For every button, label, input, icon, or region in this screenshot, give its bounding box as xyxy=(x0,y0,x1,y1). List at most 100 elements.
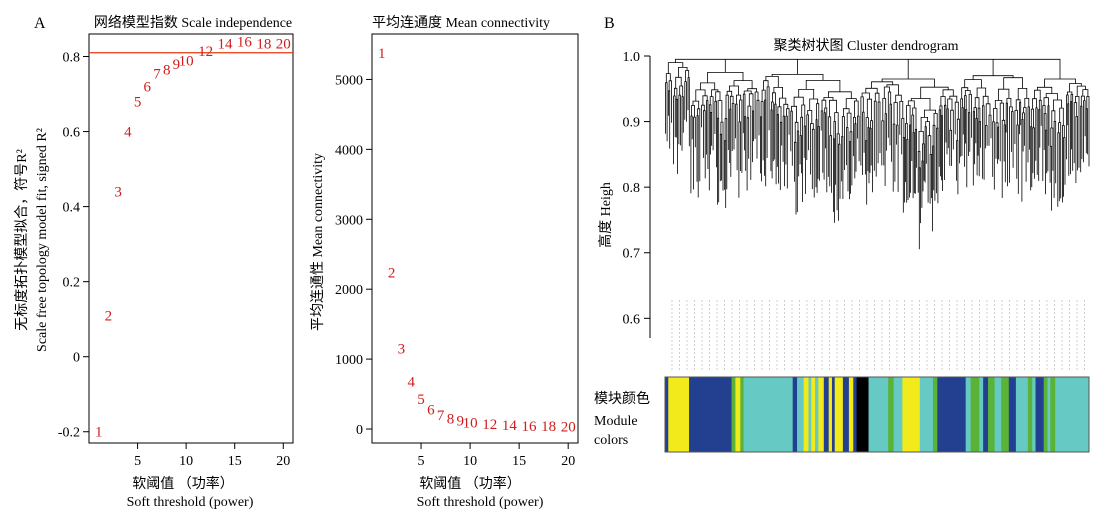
module-segment-turquoise xyxy=(868,377,889,452)
y-tick-label-left: 0 xyxy=(73,351,80,366)
dendro-y-ticks: 0.6 0.7 0.8 0.9 1.0 xyxy=(623,50,650,327)
module-segment-turquoise xyxy=(1047,377,1051,452)
point-label-left: 1 xyxy=(95,425,103,441)
x-tick-label-right: 10 xyxy=(463,454,477,469)
dendro-branches xyxy=(675,58,1090,211)
y-tick-label-right: 0 xyxy=(356,423,363,438)
plot-frame-left xyxy=(88,33,294,444)
point-label-right: 5 xyxy=(417,392,425,408)
x-tick-label-left: 15 xyxy=(228,454,242,469)
point-label-left: 20 xyxy=(276,36,291,52)
dendro-y-tick-label: 0.6 xyxy=(623,312,641,327)
y-tick-label-left: 0.8 xyxy=(63,51,81,66)
module-segment-blue xyxy=(853,377,857,452)
module-segment-blue xyxy=(983,377,989,452)
chart-title-mean-connectivity: 平均连通度 Mean connectivity xyxy=(372,15,550,31)
x-tick-label-left: 10 xyxy=(179,454,193,469)
x-axis-label-en-left: Soft threshold (power) xyxy=(127,495,254,510)
module-segment-blue xyxy=(665,377,669,452)
module-segment-turquoise xyxy=(797,377,805,452)
point-label-right: 9 xyxy=(457,414,465,430)
module-segment-black xyxy=(856,377,869,452)
module-segment-turquoise xyxy=(1032,377,1036,452)
point-label-right: 3 xyxy=(398,342,406,358)
module-segment-blue xyxy=(831,377,836,452)
module-segment-blue xyxy=(1008,377,1017,452)
point-label-right: 2 xyxy=(388,265,396,281)
module-segment-green xyxy=(932,377,938,452)
module-segment-blue xyxy=(792,377,798,452)
dendrogram-title: 聚类树状图 Cluster dendrogram xyxy=(773,38,958,54)
point-label-left: 4 xyxy=(124,125,132,141)
module-segment-yellow xyxy=(735,377,741,452)
module-segment-yellow xyxy=(668,377,690,452)
y-axis-ticks-left: -0.2 0 0.2 0.4 0.6 0.8 xyxy=(58,51,89,441)
module-segment-green xyxy=(970,377,980,452)
point-label-left: 7 xyxy=(153,66,161,82)
dendro-y-label: 高度 Heigh xyxy=(597,182,614,248)
y-tick-label-left: 0.2 xyxy=(63,276,81,291)
module-segment-yellow xyxy=(834,377,844,452)
x-tick-label-left: 20 xyxy=(276,454,290,469)
module-segment-turquoise xyxy=(919,377,934,452)
module-segment-blue xyxy=(937,377,967,452)
point-label-left: 8 xyxy=(163,63,171,79)
module-segment-green xyxy=(1001,377,1010,452)
module-segment-yellow xyxy=(902,377,921,452)
x-axis-ticks-right: 5 10 15 20 xyxy=(418,443,575,469)
x-axis-label-cn-left: 软阈值 （功率） xyxy=(132,475,234,492)
dendrogram-tree xyxy=(665,58,1090,250)
y-tick-label-left: 0.6 xyxy=(63,126,81,141)
x-tick-label-left: 5 xyxy=(134,454,141,469)
dendro-branches xyxy=(665,62,960,250)
y-axis-label-right: 平均连通性 Mean connectivity xyxy=(310,153,326,331)
module-segment-yellow xyxy=(811,377,816,452)
module-segment-yellow xyxy=(848,377,854,452)
y-tick-label-right: 3000 xyxy=(335,213,363,228)
module-segment-blue xyxy=(689,377,732,452)
point-label-left: 12 xyxy=(198,44,213,60)
point-label-right: 10 xyxy=(463,416,478,432)
module-segment-green xyxy=(1043,377,1048,452)
dendro-leaf-guides xyxy=(671,300,1085,372)
module-label-en-2: colors xyxy=(594,433,628,448)
point-label-left: 18 xyxy=(256,36,271,52)
chart-title-scale-independence: 网络模型指数 Scale independence xyxy=(94,15,292,31)
y-axis-ticks-right: 0 1000 2000 3000 4000 5000 xyxy=(335,73,372,438)
point-label-right: 12 xyxy=(482,417,497,433)
y-tick-label-right: 2000 xyxy=(335,283,363,298)
module-segment-turquoise xyxy=(1015,377,1029,452)
point-label-left: 14 xyxy=(218,36,234,52)
point-label-right: 6 xyxy=(427,402,435,418)
point-label-left: 2 xyxy=(105,308,113,324)
module-segment-yellow xyxy=(828,377,833,452)
point-label-left: 6 xyxy=(144,80,152,96)
module-segment-turquoise xyxy=(808,377,812,452)
y-axis-label-cn-left: 无标度拓扑模型拟合，符号R² xyxy=(14,149,30,331)
point-label-left: 3 xyxy=(114,185,122,201)
dendro-y-tick-label: 0.8 xyxy=(623,181,641,196)
x-axis-ticks-left: 5 10 15 20 xyxy=(134,443,290,469)
module-segment-turquoise xyxy=(994,377,1002,452)
module-segment-blue xyxy=(823,377,830,452)
x-tick-label-right: 20 xyxy=(561,454,575,469)
module-label-cn: 模块颜色 xyxy=(594,390,650,407)
module-color-bar xyxy=(665,377,1090,452)
dendro-y-tick-label: 0.7 xyxy=(623,247,641,262)
module-segment-green xyxy=(731,377,736,452)
point-label-right: 20 xyxy=(561,420,576,436)
module-label-en-1: Module xyxy=(594,414,638,429)
point-label-left: 9 xyxy=(173,57,181,73)
y-axis-label-en-left: Scale free topology model fit, signed R² xyxy=(35,128,50,352)
panel-label-a: A xyxy=(34,15,46,32)
module-segment-turquoise xyxy=(893,377,903,452)
module-segment-green xyxy=(1050,377,1056,452)
point-label-right: 7 xyxy=(437,408,445,424)
module-segment-turquoise xyxy=(815,377,819,452)
panel-label-b: B xyxy=(604,15,615,32)
